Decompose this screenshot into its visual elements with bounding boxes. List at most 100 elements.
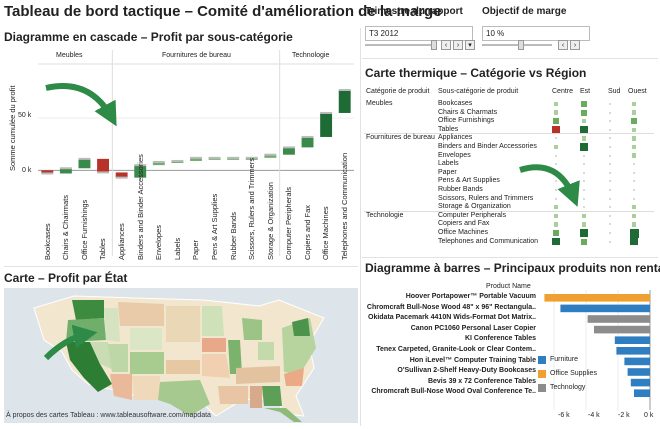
heatmap-cell[interactable] (553, 222, 559, 227)
us-profit-map[interactable]: À propos des cartes Tableau : www.tablea… (4, 288, 358, 423)
heatmap-category-label: Technologie (366, 211, 404, 219)
heatmap-cell[interactable] (631, 136, 637, 141)
margin-label: Objectif de marge (482, 6, 567, 17)
barchart-legend: Furniture Office Supplies Technology (538, 354, 618, 394)
heatmap-cell[interactable] (609, 146, 611, 148)
heatmap-cell[interactable] (609, 206, 611, 209)
waterfall-xlabel: Appliances (117, 223, 126, 260)
heatmap-cell[interactable] (553, 230, 559, 236)
heatmap-cell[interactable] (583, 171, 585, 174)
heatmap-cell[interactable] (633, 180, 635, 183)
heatmap-cell[interactable] (609, 189, 611, 191)
margin-slider-track[interactable] (482, 44, 552, 46)
heatmap-cell[interactable] (581, 101, 587, 107)
heatmap-cell[interactable] (609, 171, 611, 174)
heatmap-cell[interactable] (553, 118, 559, 125)
heatmap-cell[interactable] (631, 144, 637, 150)
heatmap-cell[interactable] (555, 163, 557, 166)
heatmap-cell[interactable] (631, 118, 637, 125)
heatmap-cell[interactable] (631, 213, 637, 219)
heatmap-cell[interactable] (580, 143, 588, 151)
heatmap-cell[interactable] (631, 101, 637, 107)
quarter-next-button[interactable]: › (453, 40, 463, 50)
heatmap-cell[interactable] (581, 136, 587, 141)
quarter-slider-track[interactable] (365, 44, 435, 46)
heatmap-cell[interactable] (609, 214, 611, 217)
margin-input[interactable]: 10 % (482, 26, 590, 41)
heatmap-cell[interactable] (553, 110, 559, 115)
heatmap-cell[interactable] (580, 126, 588, 134)
quarter-select[interactable]: T3 2012 (365, 26, 473, 41)
waterfall-bar (190, 157, 202, 161)
map-state-kentucky-tn (236, 366, 280, 384)
heatmap-cell[interactable] (553, 204, 559, 210)
waterfall-xlabel: Labels (172, 237, 182, 260)
heatmap-cell[interactable] (583, 163, 585, 166)
heatmap-cell[interactable] (555, 154, 557, 157)
heatmap-cell[interactable] (552, 126, 560, 134)
waterfall-bar (134, 165, 147, 178)
waterfall-xlabel: Paper (191, 239, 201, 260)
heatmap-cell[interactable] (629, 228, 639, 238)
heatmap-cell[interactable] (609, 197, 611, 200)
heatmap-cell[interactable] (633, 197, 635, 200)
waterfall-ytick-50: 50 k (18, 112, 32, 119)
waterfall-bar (320, 112, 333, 137)
waterfall-cumulative-marker (134, 164, 147, 167)
heatmap-cell[interactable] (631, 153, 637, 158)
heatmap-cell[interactable] (583, 154, 585, 157)
heatmap-cell[interactable] (609, 163, 611, 166)
waterfall-xlabel: Storage & Organization (265, 182, 275, 260)
heatmap-cell[interactable] (581, 109, 587, 116)
heatmap-cell[interactable] (552, 237, 560, 246)
heatmap-cell[interactable] (581, 238, 587, 245)
heatmap-cell[interactable] (553, 144, 559, 150)
heatmap-cell[interactable] (555, 197, 557, 200)
map-state-florida (264, 408, 302, 422)
heatmap-cell[interactable] (555, 189, 557, 191)
heatmap-cell[interactable] (553, 213, 559, 219)
barchart-bar (634, 389, 650, 397)
heatmap-cell[interactable] (630, 237, 638, 246)
heatmap-cell[interactable] (609, 180, 611, 183)
heatmap-cell[interactable] (609, 128, 611, 131)
heatmap-cell[interactable] (633, 171, 635, 174)
margin-slider-thumb[interactable] (518, 40, 524, 50)
heatmap-cell[interactable] (609, 137, 611, 140)
heatmap-cell[interactable] (609, 154, 611, 157)
heatmap-cell[interactable] (633, 163, 635, 166)
heatmap-cell[interactable] (580, 229, 588, 237)
heatmap-cell[interactable] (631, 204, 637, 210)
heatmap-cell[interactable] (631, 110, 637, 115)
heatmap-cell[interactable] (553, 101, 559, 107)
margin-next-button[interactable]: › (570, 40, 580, 50)
heatmap-cell[interactable] (609, 240, 611, 243)
legend-swatch-technology (538, 384, 546, 392)
heatmap-cell[interactable] (631, 222, 637, 227)
heatmap-cell[interactable] (555, 180, 557, 183)
heatmap-cell[interactable] (583, 206, 585, 209)
heatmap-cell[interactable] (581, 222, 587, 227)
map-title: Carte – Profit par État (4, 271, 128, 285)
quarter-slider-thumb[interactable] (431, 40, 437, 50)
heatmap-cell[interactable] (583, 197, 585, 200)
heatmap-cell[interactable] (583, 189, 585, 191)
heatmap-cell[interactable] (581, 213, 587, 219)
heatmap-cell[interactable] (609, 111, 611, 114)
heatmap-cell[interactable] (553, 170, 559, 176)
heatmap-cell[interactable] (583, 180, 585, 183)
heatmap-cell[interactable] (609, 232, 611, 234)
heatmap-cell[interactable] (581, 118, 587, 124)
quarter-prev-button[interactable]: ‹ (441, 40, 451, 50)
heatmap-cell[interactable] (609, 103, 611, 105)
waterfall-bar (78, 158, 91, 169)
heatmap-subcategory-label: Tables (438, 125, 459, 133)
heatmap-cell[interactable] (555, 137, 557, 140)
heatmap-cell[interactable] (633, 189, 635, 191)
margin-prev-button[interactable]: ‹ (558, 40, 568, 50)
heatmap-cell[interactable] (631, 127, 637, 133)
heatmap-cell[interactable] (609, 223, 611, 226)
quarter-dropdown-button[interactable]: ▾ (465, 40, 475, 50)
map-footer[interactable]: À propos des cartes Tableau : www.tablea… (6, 412, 211, 419)
heatmap-cell[interactable] (609, 120, 611, 123)
